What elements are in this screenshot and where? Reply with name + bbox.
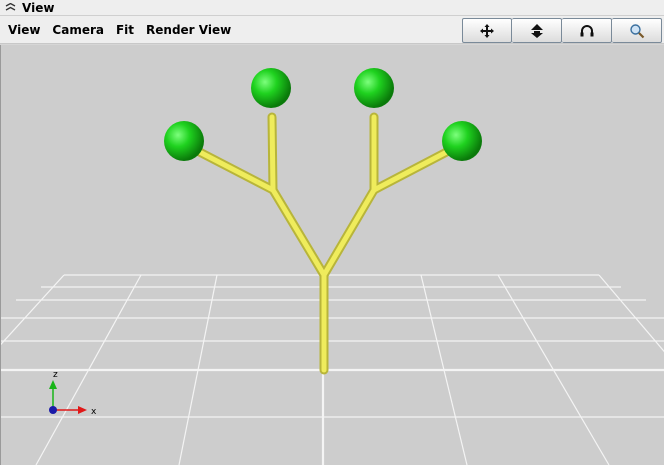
- view-toolbar: [462, 18, 662, 43]
- ground-grid: [1, 274, 664, 465]
- move-icon: [480, 23, 494, 38]
- window-titlebar: View: [0, 0, 664, 16]
- zoom-button[interactable]: [612, 18, 662, 43]
- move-button[interactable]: [462, 18, 512, 43]
- menu-fit[interactable]: Fit: [115, 22, 135, 37]
- fly-button[interactable]: [512, 18, 562, 43]
- node-sphere: [251, 68, 291, 108]
- tree-branches: [181, 112, 465, 375]
- zoom-icon: [629, 23, 644, 38]
- node-sphere: [442, 121, 482, 161]
- fly-arrow-icon: [530, 23, 543, 38]
- menu-render-view[interactable]: Render View: [146, 22, 232, 37]
- window-title: View: [22, 0, 55, 15]
- axis-gizmo: z x: [49, 370, 97, 417]
- orbit-icon: [580, 24, 593, 36]
- collapse-icon[interactable]: [4, 2, 16, 14]
- axis-z-label: z: [53, 370, 58, 380]
- node-sphere: [354, 68, 394, 108]
- menu-view[interactable]: View: [8, 22, 41, 37]
- tree-nodes: [164, 68, 482, 161]
- menu-camera[interactable]: Camera: [52, 22, 104, 37]
- node-sphere: [164, 121, 204, 161]
- 3d-viewport[interactable]: z x: [0, 45, 664, 465]
- orbit-button[interactable]: [562, 18, 612, 43]
- axis-x-label: x: [91, 407, 97, 417]
